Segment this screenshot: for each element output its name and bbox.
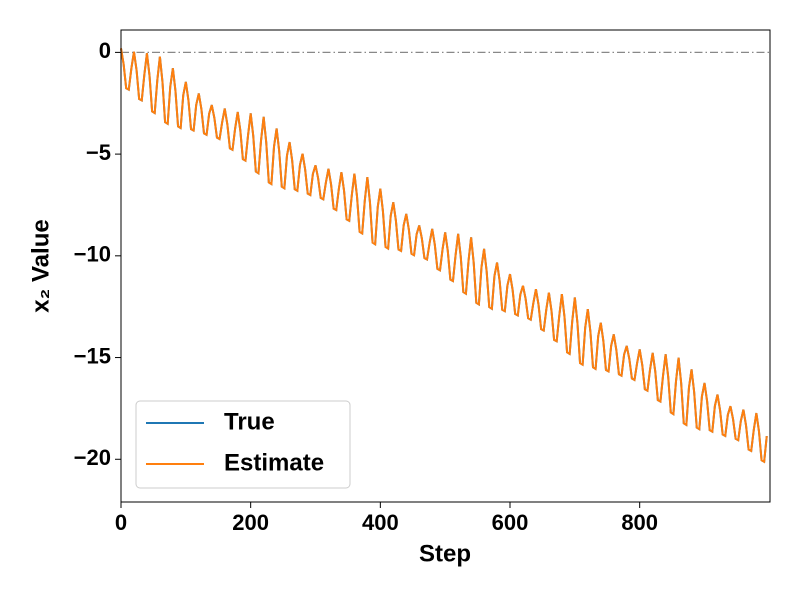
y-tick-label: −20: [74, 445, 111, 470]
x-tick-label: 600: [492, 510, 529, 535]
y-tick-label: −5: [86, 140, 111, 165]
series-line: [120, 48, 768, 464]
y-tick-label: −15: [74, 343, 111, 368]
x-tick-label: 800: [621, 510, 658, 535]
y-axis-label: x₂ Value: [27, 219, 54, 312]
x-tick-label: 400: [362, 510, 399, 535]
x-tick-label: 0: [115, 510, 127, 535]
legend-label: Estimate: [224, 449, 324, 476]
y-tick-label: 0: [99, 38, 111, 63]
y-tick-label: −10: [74, 242, 111, 267]
legend-label: True: [224, 408, 275, 435]
x-tick-label: 200: [232, 510, 269, 535]
plot-frame: [120, 29, 771, 503]
x-axis-label: Step: [419, 540, 471, 567]
